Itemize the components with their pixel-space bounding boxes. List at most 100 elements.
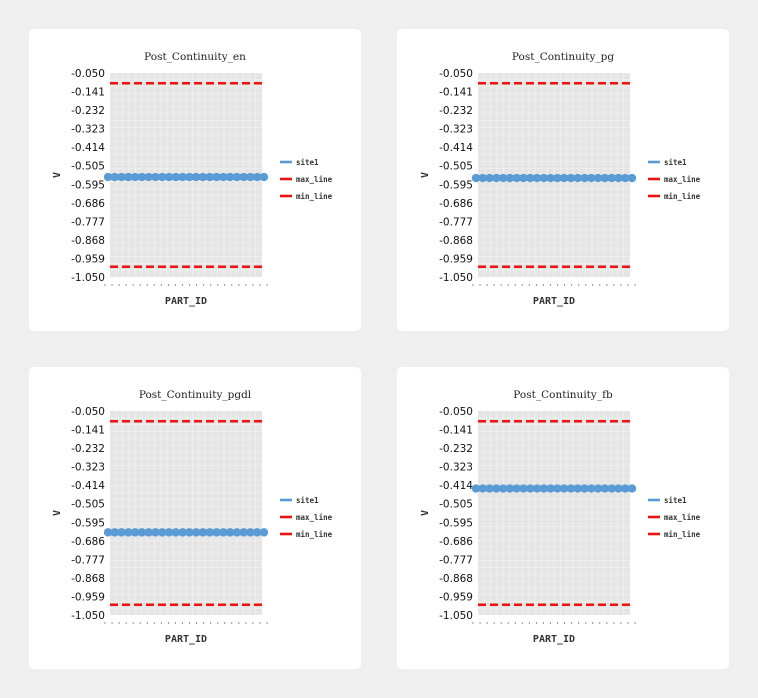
site1-point bbox=[539, 484, 549, 493]
y-tick-label: -0.414 bbox=[71, 142, 105, 154]
chart-title: Post_Continuity_en bbox=[144, 51, 246, 63]
x-tick-mark bbox=[578, 622, 580, 624]
x-tick-mark bbox=[132, 284, 134, 286]
site1-point bbox=[566, 484, 576, 493]
x-tick-mark bbox=[563, 622, 566, 624]
site1-point bbox=[164, 528, 174, 537]
site1-point bbox=[198, 528, 208, 537]
legend-label-min-line: min_line bbox=[296, 192, 333, 201]
x-tick-mark bbox=[493, 284, 495, 286]
y-tick-label: -0.777 bbox=[71, 554, 105, 566]
x-tick-mark bbox=[231, 622, 233, 624]
y-axis-label: V bbox=[52, 510, 63, 516]
y-tick-label: -0.959 bbox=[439, 253, 473, 265]
site1-point bbox=[110, 172, 119, 182]
site1-point bbox=[593, 484, 603, 493]
site1-point bbox=[566, 173, 576, 183]
site1-point bbox=[621, 484, 630, 493]
chart-title: Post_Continuity_pg bbox=[512, 51, 615, 63]
site1-point bbox=[191, 528, 201, 537]
y-tick-label: -0.050 bbox=[71, 68, 105, 80]
x-tick-mark bbox=[167, 284, 169, 286]
x-tick-mark bbox=[549, 284, 552, 286]
x-tick-mark bbox=[521, 284, 523, 286]
legend-label-site1: site1 bbox=[296, 496, 319, 505]
x-tick-mark bbox=[104, 284, 106, 286]
x-tick-mark bbox=[613, 284, 615, 286]
x-tick-mark bbox=[542, 284, 545, 286]
site1-point bbox=[259, 528, 269, 537]
x-tick-mark bbox=[224, 284, 226, 286]
x-tick-mark bbox=[486, 284, 488, 286]
site1-point bbox=[478, 484, 487, 493]
site1-point bbox=[232, 172, 242, 182]
site1-point bbox=[519, 173, 528, 183]
y-axis-label: V bbox=[52, 172, 63, 178]
x-tick-mark bbox=[620, 622, 622, 624]
y-tick-label: -0.868 bbox=[439, 235, 473, 247]
x-tick-mark bbox=[160, 622, 162, 624]
site1-point bbox=[614, 484, 623, 493]
legend-label-max-line: max_line bbox=[664, 513, 701, 522]
x-tick-mark bbox=[118, 284, 120, 286]
site1-point bbox=[191, 172, 201, 182]
site1-point bbox=[130, 528, 140, 537]
x-tick-mark bbox=[599, 622, 601, 624]
x-tick-mark bbox=[592, 622, 594, 624]
site1-point bbox=[219, 528, 228, 537]
x-tick-mark bbox=[238, 284, 240, 286]
x-tick-mark bbox=[585, 622, 587, 624]
chart-card-fb: Post_Continuity_fb -0.050 -0.141 -0.232 -0.3… bbox=[397, 367, 729, 669]
x-axis-label: PART_ID bbox=[533, 634, 575, 645]
site1-point bbox=[144, 528, 153, 537]
site1-point bbox=[512, 173, 521, 183]
x-tick-mark bbox=[627, 284, 629, 286]
x-tick-mark bbox=[231, 284, 233, 286]
x-tick-mark bbox=[606, 284, 608, 286]
site1-point bbox=[593, 173, 603, 183]
x-tick-mark bbox=[493, 622, 495, 624]
site1-point bbox=[178, 528, 187, 537]
x-tick-mark bbox=[210, 622, 212, 624]
site1-point bbox=[587, 173, 596, 183]
x-tick-mark bbox=[174, 284, 177, 286]
x-tick-mark bbox=[472, 622, 474, 624]
x-tick-mark bbox=[514, 284, 516, 286]
x-tick-mark bbox=[578, 284, 580, 286]
legend-label-min-line: min_line bbox=[296, 530, 333, 539]
site1-point bbox=[205, 528, 214, 537]
site1-point bbox=[580, 484, 589, 493]
site1-point bbox=[471, 484, 481, 493]
site1-point bbox=[559, 173, 569, 183]
site1-point bbox=[505, 173, 515, 183]
chart-card-pg: Post_Continuity_pg -0.050 -0.141 -0.232 -0.3… bbox=[397, 29, 729, 331]
site1-point bbox=[478, 173, 487, 183]
x-tick-mark bbox=[627, 622, 629, 624]
site1-point bbox=[526, 484, 535, 493]
site1-point bbox=[124, 528, 133, 537]
site1-point bbox=[124, 172, 133, 182]
y-tick-label: -0.595 bbox=[71, 179, 105, 191]
x-tick-mark bbox=[542, 622, 545, 624]
chart-svg: Post_Continuity_pg -0.050 -0.141 -0.232 -0.3… bbox=[420, 51, 701, 307]
x-tick-mark bbox=[266, 284, 268, 286]
x-tick-mark bbox=[195, 284, 198, 286]
site1-point bbox=[253, 528, 262, 537]
site1-point bbox=[532, 173, 542, 183]
y-tick-label: -0.232 bbox=[71, 443, 105, 455]
y-tick-label: -0.595 bbox=[71, 517, 105, 529]
chart-card-en: Post_Continuity_en -0.050 -0.141 -0.232 -0.3… bbox=[29, 29, 361, 331]
y-axis-label: V bbox=[420, 172, 431, 178]
y-tick-label: -0.050 bbox=[71, 406, 105, 418]
site1-point bbox=[144, 172, 153, 182]
site1-point bbox=[117, 528, 126, 537]
y-tick-label: -0.505 bbox=[439, 499, 473, 511]
site1-point bbox=[627, 173, 637, 183]
x-tick-mark bbox=[507, 284, 509, 286]
site1-point bbox=[212, 528, 221, 537]
x-tick-mark bbox=[146, 622, 148, 624]
x-tick-mark bbox=[210, 284, 212, 286]
x-axis-label: PART_ID bbox=[165, 634, 207, 645]
x-tick-mark bbox=[224, 622, 226, 624]
site1-point bbox=[205, 172, 214, 182]
